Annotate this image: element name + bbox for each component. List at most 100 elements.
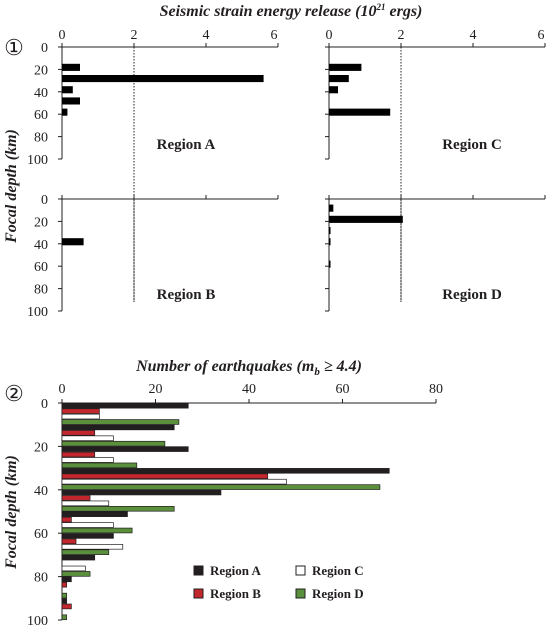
legend-swatch <box>296 589 305 598</box>
panel2-bar <box>62 474 268 479</box>
panel1-title-base: Seismic strain energy release (10 <box>160 3 377 20</box>
panel2-bar <box>62 414 99 419</box>
panel1-bar <box>329 109 390 116</box>
panel2-bar <box>62 501 109 506</box>
panel2-bar <box>62 539 76 544</box>
panel1-bar <box>62 64 80 71</box>
panel1-y-tick-label: 60 <box>34 260 48 275</box>
panel1-x-tick-label: 4 <box>470 28 477 43</box>
panel2-bar <box>62 468 389 473</box>
panel1-y-tick-label: 100 <box>27 305 48 320</box>
panel2-bar <box>62 599 67 604</box>
panel1-x-tick-label: 2 <box>131 28 138 43</box>
legend-swatch <box>296 566 305 575</box>
panel1-y-tick-label: 60 <box>34 108 48 123</box>
panel2-bar <box>62 420 179 425</box>
legend-swatch <box>194 589 203 598</box>
panel1-x-tick-label: 0 <box>59 28 66 43</box>
panel1-y-tick-label: 0 <box>41 193 48 208</box>
panel2-y-tick-label: 80 <box>34 571 48 586</box>
panel1-y-tick-label: 100 <box>27 153 48 168</box>
panel2-bar <box>62 550 109 555</box>
panel2-x-tick-label: 60 <box>336 382 350 397</box>
panel2-bar <box>62 490 221 495</box>
panel1-title-tail: ergs) <box>385 3 422 20</box>
panel2-title: Number of earthquakes (mb ≥ 4.4) <box>135 358 362 378</box>
panel2-bar <box>62 425 174 430</box>
legend-label: Region B <box>210 586 261 601</box>
panel2-y-tick-label: 60 <box>34 527 48 542</box>
panel1-bar <box>62 238 84 245</box>
panel2-bar <box>62 604 71 609</box>
panel1-region-label: Region B <box>157 287 216 303</box>
panel1-bar <box>329 216 403 223</box>
panel2-x-tick-label: 20 <box>149 382 163 397</box>
panel2-bar <box>62 582 67 587</box>
panel2-bar <box>62 593 67 598</box>
panel1-title-superscript: 21 <box>375 2 385 12</box>
panel1-y-label: Focal depth (km) <box>3 129 20 244</box>
panel1-number: ① <box>4 35 24 60</box>
panel2-bar <box>62 436 113 441</box>
panel2-number: ② <box>4 381 24 406</box>
panel1-region-label: Region D <box>442 287 502 303</box>
panel1-x-tick-label: 2 <box>398 28 405 43</box>
panel1-bar <box>62 75 264 82</box>
panel1-y-tick-label: 40 <box>34 86 48 101</box>
panel2-bar <box>62 555 95 560</box>
panel2-bar <box>62 577 71 582</box>
panel2-bar <box>62 403 188 408</box>
panel2-bar <box>62 571 90 576</box>
panel2-x-tick-label: 0 <box>59 382 66 397</box>
panel1-bar <box>329 261 331 268</box>
panel2-bar <box>62 463 137 468</box>
panel2-bar <box>62 430 95 435</box>
panel2-bar <box>62 512 127 517</box>
panel2-y-tick-label: 40 <box>34 484 48 499</box>
panel1-bar <box>329 205 333 212</box>
panel1-y-tick-label: 80 <box>34 283 48 298</box>
panel1-x-tick-label: 0 <box>326 28 333 43</box>
panel2-bar <box>62 544 123 549</box>
panel2-bar <box>62 528 132 533</box>
legend-label: Region A <box>210 563 262 578</box>
panel2-bar <box>62 441 165 446</box>
panel2-bar <box>62 479 286 484</box>
panel2-title-base: Number of earthquakes (m <box>135 358 314 375</box>
panel1-bar <box>62 97 80 104</box>
panel1-region-label: Region A <box>157 137 216 153</box>
panel2-bar <box>62 523 113 528</box>
panel1-y-tick-label: 40 <box>34 238 48 253</box>
legend-label: Region C <box>312 563 364 578</box>
panel2-bar <box>62 566 85 571</box>
panel1-x-tick-label: 6 <box>271 28 278 43</box>
panel1-y-tick-label: 0 <box>41 41 48 56</box>
panel1-region-label: Region C <box>442 137 502 153</box>
panel2-bar <box>62 458 113 463</box>
panel1-y-tick-label: 20 <box>34 215 48 230</box>
panel1-bar <box>329 227 331 234</box>
panel2-bar <box>62 452 95 457</box>
panel2-bar <box>62 485 380 490</box>
panel2-bar <box>62 534 113 539</box>
panel1-y-tick-label: 80 <box>34 131 48 146</box>
panel2-bar <box>62 496 90 501</box>
panel2-bar <box>62 506 174 511</box>
panel1-bar <box>329 75 349 82</box>
panel2-x-tick-label: 80 <box>429 382 443 397</box>
panel2-bar <box>62 409 99 414</box>
panel2-y-tick-label: 20 <box>34 440 48 455</box>
panel1-title: Seismic strain energy release (1021 ergs… <box>160 2 423 20</box>
panel2-y-tick-label: 100 <box>27 614 48 625</box>
panel2-bar <box>62 447 188 452</box>
panel2-bar <box>62 615 67 620</box>
panel1-bar <box>329 238 331 245</box>
panel2-bar <box>62 517 71 522</box>
panel2-x-tick-label: 40 <box>242 382 256 397</box>
panel1-bar <box>62 109 67 116</box>
panel1-x-tick-label: 6 <box>538 28 545 43</box>
panel1-x-tick-label: 4 <box>203 28 210 43</box>
legend-label: Region D <box>312 586 364 601</box>
